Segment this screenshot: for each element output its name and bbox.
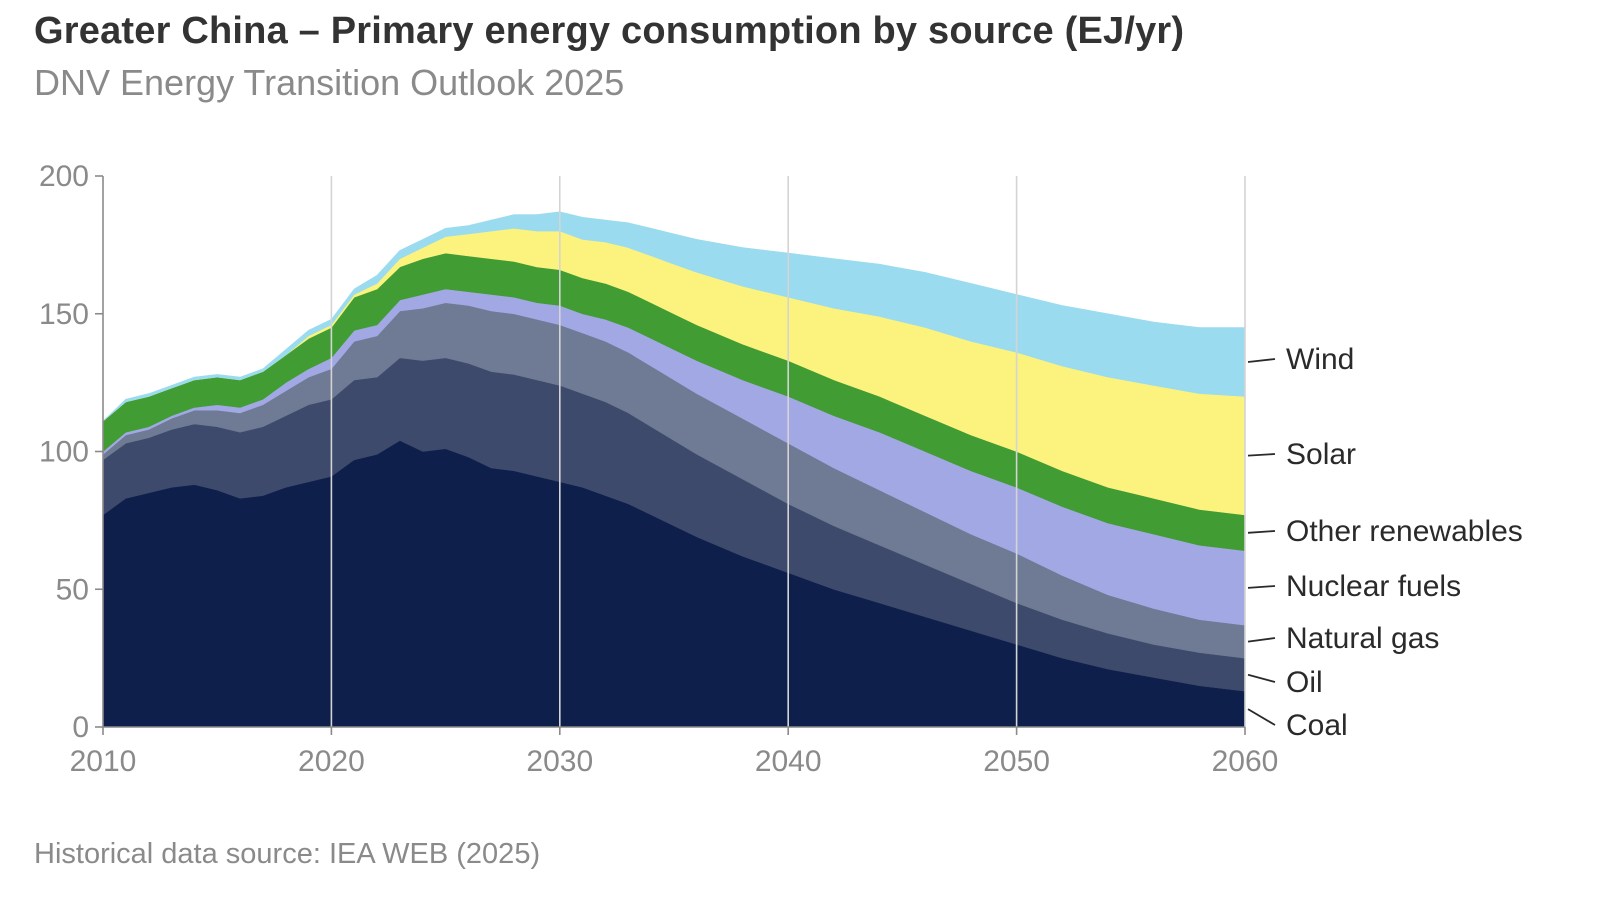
x-tick-label: 2040 — [755, 745, 822, 778]
legend-leader-wind — [1247, 358, 1276, 363]
stacked-areas — [102, 211, 1246, 728]
legend-label-oil: Oil — [1286, 666, 1323, 699]
y-tick-label: 50 — [56, 573, 89, 606]
data-source-note: Historical data source: IEA WEB (2025) — [34, 838, 541, 870]
vertical-gridlines — [330, 176, 1246, 727]
legend-label-nuclear-fuels: Nuclear fuels — [1286, 570, 1461, 603]
legend-leader-other-renewables — [1247, 530, 1276, 534]
chart-title: Greater China – Primary energy consumpti… — [34, 10, 1185, 52]
x-tick-label: 2030 — [526, 745, 593, 778]
x-tick-label: 2050 — [983, 745, 1050, 778]
legend-label-natural-gas: Natural gas — [1286, 622, 1439, 655]
y-tick-label: 200 — [39, 160, 89, 193]
legend-leader-oil — [1247, 673, 1276, 683]
y-tick-label: 150 — [39, 298, 89, 331]
legend-label-other-renewables: Other renewables — [1286, 515, 1523, 548]
legend-leader-solar — [1247, 453, 1276, 457]
y-tick-label: 0 — [72, 711, 89, 744]
x-tick-label: 2010 — [70, 745, 137, 778]
legend: Coal Oil Natural gas Nuclear fuels Other ren… — [1247, 343, 1523, 742]
x-tick-label: 2060 — [1212, 745, 1279, 778]
legend-leader-nuclear-fuels — [1247, 585, 1276, 589]
legend-label-coal: Coal — [1286, 709, 1348, 742]
chart-subtitle: DNV Energy Transition Outlook 2025 — [34, 62, 625, 103]
y-tick-label: 100 — [39, 436, 89, 469]
legend-leader-natural-gas — [1247, 637, 1276, 643]
legend-label-solar: Solar — [1286, 438, 1356, 471]
tick-labels: 0 50 100 150 200 2010 2020 2030 2040 2050 2060 — [39, 160, 1278, 778]
legend-label-wind: Wind — [1286, 343, 1354, 376]
x-tick-label: 2020 — [298, 745, 365, 778]
legend-leader-coal — [1247, 708, 1276, 726]
